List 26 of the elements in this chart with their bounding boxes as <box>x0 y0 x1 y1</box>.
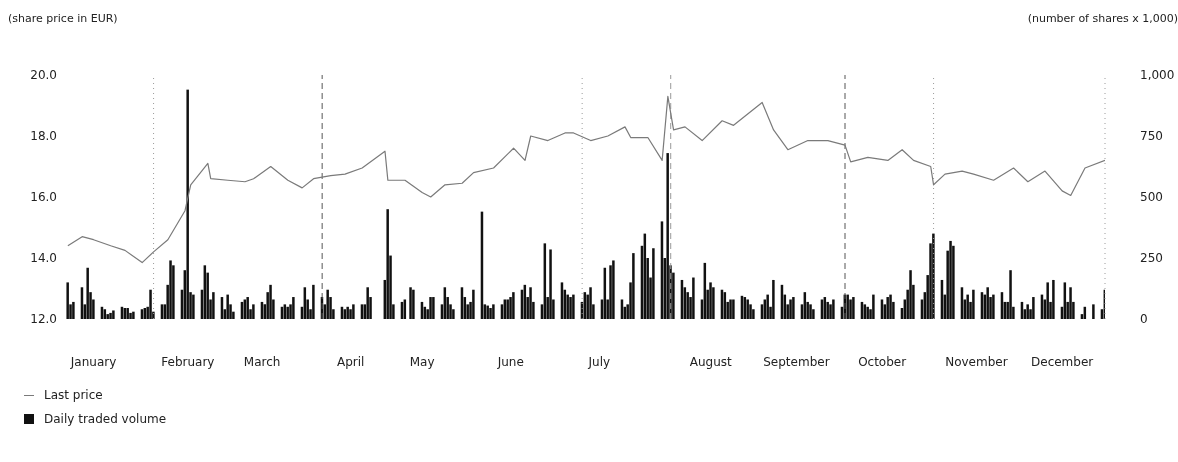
y-tick-label: 20.0 <box>30 68 57 83</box>
x-tick-label: March <box>243 354 281 369</box>
y-tick-label: 18.0 <box>30 129 57 144</box>
x-tick-label: January <box>69 354 117 369</box>
legend-label: Last price <box>44 388 103 402</box>
legend-label: Daily traded volume <box>44 412 167 426</box>
x-tick-label: May <box>409 354 435 369</box>
y2-tick-label: 750 <box>1140 129 1163 144</box>
x-tick-label: September <box>763 354 830 369</box>
y2-tick-label: 1,000 <box>1140 68 1175 83</box>
y2-tick-label: 250 <box>1140 251 1163 266</box>
x-tick-label: February <box>161 354 215 369</box>
x-tick-label: November <box>945 354 1008 369</box>
y-tick-label: 16.0 <box>30 190 57 205</box>
y2-axis-title: (number of shares x 1,000) <box>1027 12 1178 25</box>
x-tick-label: October <box>858 354 907 369</box>
x-tick-label: August <box>689 354 732 369</box>
y-tick-label: 12.0 <box>30 312 57 327</box>
y-tick-label: 14.0 <box>30 251 57 266</box>
y2-tick-label: 0 <box>1140 312 1148 327</box>
y-axis-title: (share price in EUR) <box>8 12 118 25</box>
x-tick-label: June <box>496 354 524 369</box>
x-tick-label: April <box>337 354 365 369</box>
y2-tick-label: 500 <box>1140 190 1163 205</box>
x-tick-label: July <box>587 354 611 369</box>
x-tick-label: December <box>1031 354 1094 369</box>
